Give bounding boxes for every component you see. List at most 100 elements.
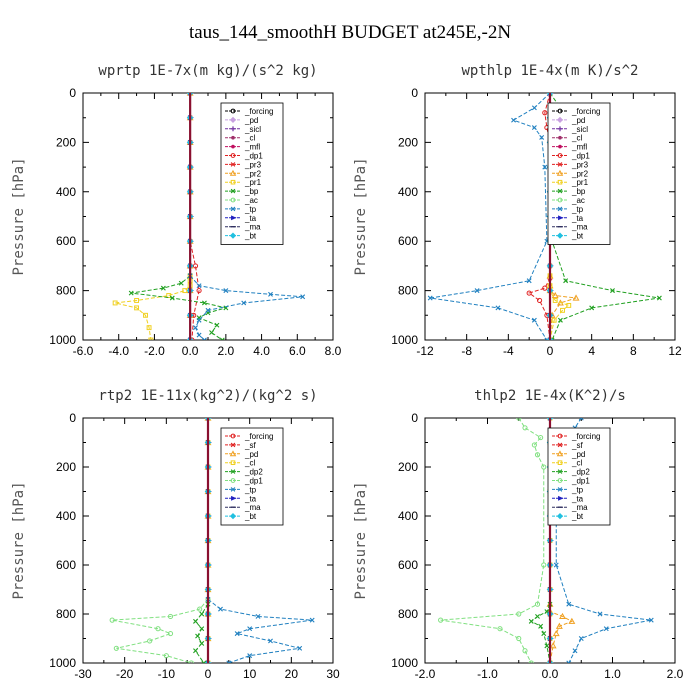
legend-marker — [557, 469, 563, 474]
data-point — [195, 633, 201, 639]
legend-entry: _tp — [244, 205, 257, 214]
data-point — [531, 317, 537, 323]
legend-entry: _ta — [571, 214, 584, 223]
data-point — [134, 298, 140, 303]
y-tick-label: 400 — [398, 509, 418, 523]
legend-entry: _tp — [571, 205, 584, 214]
legend-marker — [558, 144, 562, 149]
data-point — [241, 300, 247, 306]
data-point — [438, 617, 444, 623]
legend-marker — [230, 206, 236, 212]
legend-entry: _pd — [244, 116, 258, 125]
x-tick-label: -2.0 — [144, 344, 165, 358]
plot-area — [109, 418, 315, 663]
x-tick-label: -8 — [461, 344, 472, 358]
legend-entry: _forcing — [571, 432, 600, 441]
x-tick-label: -2.0 — [415, 667, 436, 681]
series-line-tp — [189, 275, 303, 340]
legend: _forcing_sf_pd_cl_dp2_dp1_tp_ta_ma_bt — [547, 427, 611, 526]
legend-entry: _forcing — [244, 432, 273, 441]
x-tick-label: 20 — [285, 667, 299, 681]
series-line-dp1 — [112, 598, 209, 663]
x-tick-label: 1.0 — [604, 667, 621, 681]
y-tick-label: 800 — [398, 607, 418, 621]
legend-entry: _pr2 — [244, 169, 262, 178]
legend-entry: _pd — [571, 116, 585, 125]
legend-marker — [231, 215, 237, 221]
panel-title: wprtp 1E-7x(m kg)/(s^2 kg) — [98, 63, 317, 79]
legend-entry: _mfl — [244, 143, 260, 152]
x-tick-label: 8 — [630, 344, 637, 358]
data-point — [300, 294, 306, 300]
data-point — [155, 626, 161, 632]
data-point — [578, 636, 584, 641]
x-tick-label: 10 — [243, 667, 257, 681]
x-tick-label: 2.0 — [667, 667, 684, 681]
figure-title: taus_144_smoothH BUDGET at245E,-2N — [189, 22, 511, 43]
legend-entry: _cl — [571, 459, 582, 468]
y-tick-label: 200 — [398, 135, 418, 149]
x-tick-label: -1.0 — [477, 667, 498, 681]
data-point — [526, 290, 532, 296]
data-point — [199, 626, 205, 632]
legend-marker — [230, 487, 236, 492]
data-point — [196, 317, 202, 323]
legend-entry: _ac — [571, 196, 585, 205]
legend-marker — [230, 197, 236, 203]
legend-box — [220, 427, 284, 526]
x-tick-label: 4 — [588, 344, 595, 358]
legend-marker — [557, 460, 563, 465]
x-tick-label: 30 — [326, 667, 340, 681]
y-axis-label: Pressure [hPa] — [353, 481, 369, 599]
series-line-pd — [549, 604, 574, 663]
legend-marker — [558, 215, 564, 221]
x-tick-label: 4.0 — [253, 344, 270, 358]
x-tick-label: -20 — [116, 667, 134, 681]
series-line-pr1 — [549, 275, 570, 340]
data-point — [199, 611, 205, 617]
data-point — [167, 613, 174, 620]
y-tick-label: 1000 — [49, 656, 76, 670]
panel-title: rtp2 1E-11x(kg^2)/(kg^2 s) — [98, 388, 317, 404]
legend-marker — [557, 179, 563, 185]
legend-entry: _ac — [244, 196, 258, 205]
x-tick-label: 0 — [547, 344, 554, 358]
plot-frame — [82, 92, 334, 341]
data-point — [534, 452, 541, 458]
y-tick-label: 800 — [398, 284, 418, 298]
data-point — [297, 645, 303, 651]
x-tick-label: -4 — [503, 344, 514, 358]
data-point — [516, 611, 522, 617]
x-tick-label: 0 — [205, 667, 212, 681]
data-point — [134, 305, 140, 311]
data-point — [214, 322, 220, 328]
data-point — [197, 606, 203, 612]
data-point — [247, 626, 253, 632]
legend-entry: _pr1 — [244, 178, 262, 187]
chart-panel-2: wpthlp 1E-4x(m K)/s^2 Pressure [hPa] -12 -8… — [353, 63, 682, 358]
data-point — [528, 618, 534, 624]
y-tick-label: 1000 — [49, 333, 76, 347]
y-tick-label: 0 — [411, 86, 418, 100]
legend-entry: _sicl — [571, 125, 588, 134]
legend-entry: _mfl — [571, 143, 587, 152]
legend-entry: _bp — [571, 187, 586, 196]
data-point — [201, 337, 207, 340]
data-point — [166, 293, 172, 298]
y-tick-label: 600 — [398, 234, 418, 248]
data-point — [193, 648, 198, 654]
legend-box — [547, 427, 611, 526]
data-point — [542, 164, 548, 170]
data-point — [109, 617, 115, 623]
data-point — [427, 295, 433, 301]
legend-marker — [557, 206, 563, 212]
data-point — [597, 611, 603, 617]
data-point — [218, 606, 223, 612]
legend-marker — [557, 197, 563, 203]
legend: _forcing_pd_sicl_cl_mfl_dp1_pr3_pr2_pr1_… — [220, 102, 284, 245]
legend-marker — [230, 433, 236, 439]
x-tick-label: 0.0 — [542, 667, 559, 681]
legend-entry: _forcing — [571, 107, 600, 116]
data-point — [309, 617, 315, 623]
x-tick-label: -12 — [416, 344, 434, 358]
